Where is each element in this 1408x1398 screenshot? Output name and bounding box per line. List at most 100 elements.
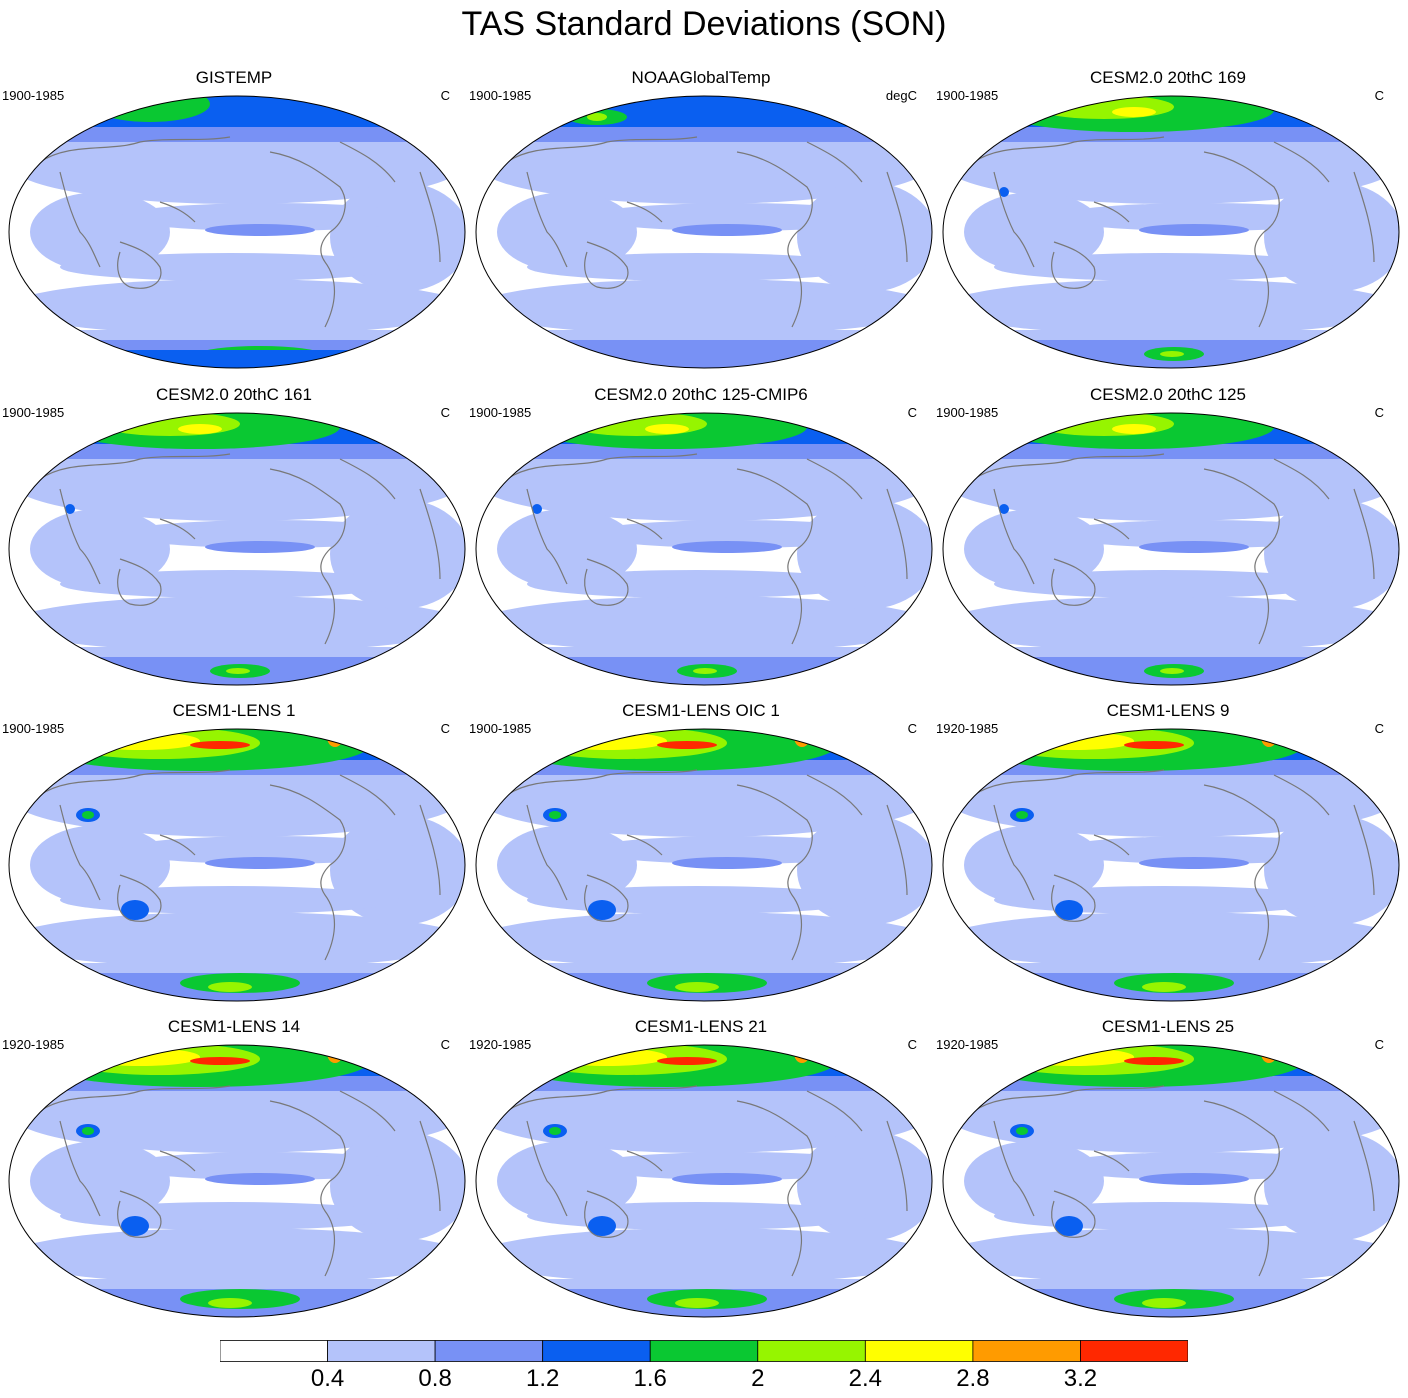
robinson-map xyxy=(942,412,1400,686)
panel-title: CESM2.0 20thC 169 xyxy=(1090,68,1246,87)
contour-region xyxy=(190,1057,250,1065)
coastline xyxy=(117,1190,162,1238)
coastline xyxy=(1273,458,1330,500)
panel-period: 1920-1985 xyxy=(936,721,999,736)
contour-region xyxy=(561,1049,593,1057)
coastline xyxy=(584,558,629,606)
contour-region xyxy=(476,757,932,837)
panel-unit: C xyxy=(907,1037,917,1052)
contour-region xyxy=(1142,1298,1186,1308)
panel-period: 1900-1985 xyxy=(2,721,65,736)
coastline xyxy=(1051,1190,1096,1238)
panel-title: GISTEMP xyxy=(195,68,273,87)
panel-unit: degC xyxy=(885,88,917,103)
map-panel: CESM1-LENS 25 1920-1985 C xyxy=(934,1017,1402,1333)
contour-region xyxy=(943,596,1399,652)
contour-region xyxy=(476,279,932,335)
contour-region xyxy=(532,504,542,514)
colorbar-swatch xyxy=(757,1340,866,1362)
coastline xyxy=(506,453,698,480)
map-outline xyxy=(8,1044,466,1318)
contour-region xyxy=(60,570,400,598)
contour-region xyxy=(527,570,867,598)
contour-region xyxy=(547,1048,667,1066)
coastline xyxy=(993,171,1035,268)
contour-region xyxy=(9,279,465,335)
panel-title: CESM1-LENS OIC 1 xyxy=(622,701,780,720)
contour-region xyxy=(587,113,607,121)
panel-period: 1900-1985 xyxy=(469,405,532,420)
coastline xyxy=(1203,151,1280,328)
coastline xyxy=(1203,468,1280,645)
coastline xyxy=(117,558,162,606)
map-outline xyxy=(8,412,466,686)
contour-region xyxy=(943,912,1399,968)
panel-title: CESM2.0 20thC 161 xyxy=(156,385,312,404)
colorbar-tick-label: 0.8 xyxy=(418,1365,452,1392)
contour-region xyxy=(65,504,75,514)
contour-region xyxy=(94,1049,126,1057)
contour-region xyxy=(60,1202,400,1230)
robinson-map xyxy=(8,728,466,1002)
contour-region xyxy=(82,811,94,819)
coastline xyxy=(506,136,698,163)
contour-region xyxy=(9,596,465,652)
coastline xyxy=(626,834,663,856)
contour-region xyxy=(943,757,1399,837)
contour-region xyxy=(588,1216,616,1236)
coastline xyxy=(59,804,101,901)
contour-region xyxy=(9,124,465,204)
panel-title: CESM2.0 20thC 125 xyxy=(1090,385,1246,404)
colorbar-tick-label: 2.8 xyxy=(956,1365,990,1392)
coastline xyxy=(1353,1120,1375,1212)
coastline xyxy=(526,171,568,268)
map-outline xyxy=(942,412,1400,686)
contour-region xyxy=(1014,732,1134,750)
contour-region xyxy=(1139,541,1249,553)
robinson-map xyxy=(942,728,1400,1002)
coastline xyxy=(39,769,231,796)
coastline xyxy=(339,1090,396,1132)
panel-title: CESM1-LENS 14 xyxy=(167,1017,301,1036)
contour-region xyxy=(1112,424,1156,434)
panel-title: CESM2.0 20thC 125-CMIP6 xyxy=(594,385,808,404)
contour-region xyxy=(121,900,149,920)
coastline xyxy=(526,804,568,901)
contour-region xyxy=(9,96,465,127)
map-outline xyxy=(475,1044,933,1318)
contour-region xyxy=(94,733,126,741)
coastline xyxy=(1203,1100,1280,1277)
contour-region xyxy=(527,1202,867,1230)
coastline xyxy=(626,1150,663,1172)
robinson-map xyxy=(475,1044,933,1318)
colorbar-tick-label: 1.2 xyxy=(525,1365,560,1392)
colorbar-swatch xyxy=(972,1340,1081,1362)
coastline xyxy=(993,1120,1035,1217)
coastline xyxy=(1273,774,1330,816)
map-panel: GISTEMP 1900-1985 C xyxy=(0,68,468,384)
contour-region xyxy=(1055,900,1083,920)
contour-region xyxy=(549,811,561,819)
coastline xyxy=(736,468,813,645)
contour-region xyxy=(1139,857,1249,869)
coastline xyxy=(1203,784,1280,961)
panel-period: 1900-1985 xyxy=(2,88,65,103)
contour-region xyxy=(9,757,465,837)
contour-region xyxy=(1028,1049,1060,1057)
contour-region xyxy=(672,541,782,553)
panel-unit: C xyxy=(1374,405,1384,420)
coastline xyxy=(339,141,396,183)
panel-title: NOAAGlobalTemp xyxy=(631,68,771,87)
coastline xyxy=(993,488,1035,585)
map-panel: CESM1-LENS 14 1920-1985 C xyxy=(0,1017,468,1333)
colorbar xyxy=(220,1340,1188,1362)
coastline xyxy=(806,458,863,500)
coastline xyxy=(269,784,346,961)
contour-region xyxy=(943,441,1399,521)
panel-title: CESM1-LENS 21 xyxy=(634,1017,768,1036)
coastline xyxy=(59,171,101,268)
coastline xyxy=(59,488,101,585)
coastline xyxy=(1093,201,1130,223)
coastline xyxy=(886,1120,908,1212)
contour-region xyxy=(178,424,222,434)
